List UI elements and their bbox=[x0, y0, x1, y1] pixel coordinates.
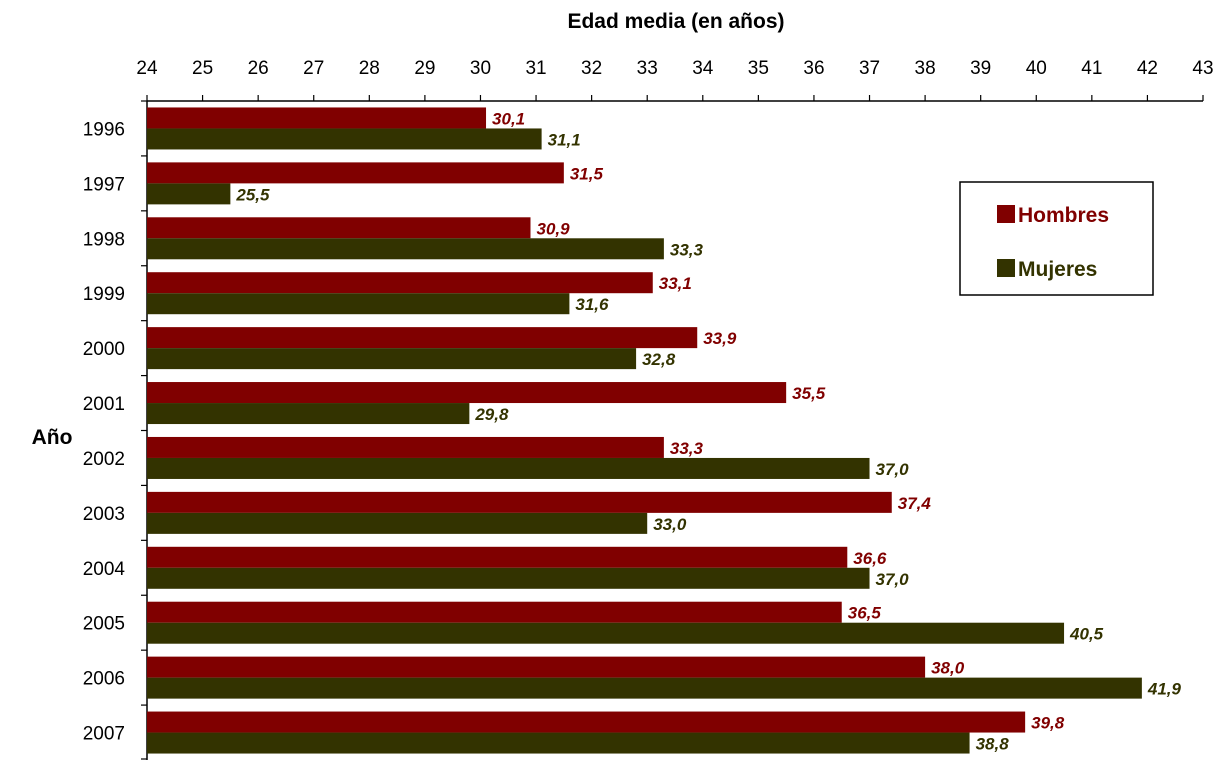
bar-hombres-1997 bbox=[147, 162, 564, 184]
data-label-hombres-2005: 36,5 bbox=[848, 604, 882, 623]
data-label-mujeres-1996: 31,1 bbox=[548, 130, 581, 149]
bar-hombres-2003 bbox=[147, 491, 892, 513]
bars bbox=[147, 107, 1142, 754]
x-tick-label: 43 bbox=[1192, 58, 1213, 79]
legend: Hombres Mujeres bbox=[959, 181, 1154, 296]
bar-mujeres-2000 bbox=[147, 348, 637, 370]
bar-hombres-2004 bbox=[147, 546, 848, 568]
data-label-mujeres-2007: 38,8 bbox=[976, 735, 1010, 754]
y-tick-label: 2005 bbox=[83, 614, 125, 635]
bar-hombres-1996 bbox=[147, 107, 487, 129]
y-tick-label: 1997 bbox=[83, 174, 125, 195]
data-label-hombres-1996: 30,1 bbox=[492, 109, 525, 128]
bar-hombres-2006 bbox=[147, 656, 926, 678]
y-tick-label: 2001 bbox=[83, 394, 125, 415]
data-labels: 30,1 31,1 31,5 25,5 30,9 33,3 33,1 31,6 33,9 32,8… bbox=[235, 109, 1181, 753]
data-label-hombres-2001: 35,5 bbox=[792, 384, 826, 403]
data-label-mujeres-2006: 41,9 bbox=[1147, 680, 1182, 699]
bar-mujeres-1998 bbox=[147, 238, 664, 260]
y-tick-label: 1996 bbox=[83, 119, 125, 140]
x-tick-label: 40 bbox=[1026, 58, 1047, 79]
x-tick-label: 24 bbox=[136, 58, 158, 79]
legend-label-mujeres: Mujeres bbox=[1018, 258, 1097, 281]
data-label-mujeres-2004: 37,0 bbox=[876, 570, 910, 589]
x-tick-label: 30 bbox=[470, 58, 491, 79]
y-tick-label: 2000 bbox=[83, 339, 125, 360]
data-label-hombres-2006: 38,0 bbox=[931, 659, 965, 678]
x-tick-label: 36 bbox=[803, 58, 824, 79]
x-tick-label: 34 bbox=[692, 58, 714, 79]
bar-hombres-2000 bbox=[147, 327, 698, 349]
data-label-hombres-2003: 37,4 bbox=[898, 494, 932, 513]
x-tick-label: 37 bbox=[859, 58, 880, 79]
bar-mujeres-1997 bbox=[147, 183, 231, 205]
bar-mujeres-2003 bbox=[147, 512, 648, 534]
bar-mujeres-2005 bbox=[147, 622, 1065, 644]
data-label-hombres-2004: 36,6 bbox=[853, 549, 887, 568]
y-tick-label: 1998 bbox=[83, 229, 125, 250]
data-label-hombres-1998: 30,9 bbox=[536, 219, 570, 238]
x-tick-label: 35 bbox=[748, 58, 769, 79]
data-label-mujeres-2002: 37,0 bbox=[876, 460, 910, 479]
data-label-mujeres-1997: 25,5 bbox=[235, 185, 270, 204]
x-tick-label: 31 bbox=[525, 58, 546, 79]
y-tick-label: 2002 bbox=[83, 449, 125, 470]
x-tick-label: 26 bbox=[248, 58, 269, 79]
y-tick-label: 2004 bbox=[83, 559, 126, 580]
y-tick-label: 2007 bbox=[83, 724, 125, 745]
bar-mujeres-2002 bbox=[147, 457, 870, 479]
bar-hombres-2002 bbox=[147, 436, 664, 458]
bar-hombres-2007 bbox=[147, 711, 1026, 733]
x-tick-label: 33 bbox=[637, 58, 658, 79]
x-tick-label: 28 bbox=[359, 58, 380, 79]
y-tick-label: 2006 bbox=[83, 669, 125, 690]
data-label-mujeres-2003: 33,0 bbox=[653, 515, 687, 534]
bar-mujeres-2007 bbox=[147, 732, 970, 754]
bar-hombres-1998 bbox=[147, 217, 531, 239]
y-tick-label: 1999 bbox=[83, 284, 125, 305]
data-label-mujeres-2001: 29,8 bbox=[474, 405, 509, 424]
axes: 24 25 26 27 28 29 30 31 32 33 34 35 36 37 38 39 40 41 42 43… bbox=[83, 58, 1214, 760]
data-label-hombres-1997: 31,5 bbox=[570, 164, 604, 183]
legend-swatch-mujeres bbox=[997, 259, 1015, 277]
legend-swatch-hombres bbox=[997, 205, 1015, 223]
bar-mujeres-2006 bbox=[147, 677, 1142, 699]
data-label-hombres-2007: 39,8 bbox=[1031, 714, 1065, 733]
data-label-mujeres-2000: 32,8 bbox=[642, 350, 676, 369]
bar-mujeres-2001 bbox=[147, 403, 470, 425]
x-axis-title: Edad media (en años) bbox=[567, 10, 784, 33]
x-tick-label: 42 bbox=[1137, 58, 1158, 79]
bar-hombres-2001 bbox=[147, 382, 787, 404]
y-axis-title: Año bbox=[32, 426, 73, 449]
data-label-mujeres-1999: 31,6 bbox=[575, 295, 609, 314]
legend-box bbox=[959, 181, 1154, 296]
data-label-hombres-2002: 33,3 bbox=[670, 439, 704, 458]
x-tick-label: 41 bbox=[1081, 58, 1102, 79]
data-label-hombres-2000: 33,9 bbox=[703, 329, 737, 348]
y-tick-label: 2003 bbox=[83, 504, 125, 525]
data-label-mujeres-2005: 40,5 bbox=[1069, 625, 1104, 644]
x-tick-label: 38 bbox=[915, 58, 936, 79]
x-tick-label: 32 bbox=[581, 58, 602, 79]
x-tick-label: 29 bbox=[414, 58, 435, 79]
x-tick-label: 27 bbox=[303, 58, 324, 79]
legend-label-hombres: Hombres bbox=[1018, 204, 1109, 227]
bar-mujeres-1996 bbox=[147, 128, 542, 150]
data-label-hombres-1999: 33,1 bbox=[659, 274, 692, 293]
x-tick-label: 25 bbox=[192, 58, 213, 79]
bar-hombres-1999 bbox=[147, 272, 653, 294]
data-label-mujeres-1998: 33,3 bbox=[670, 240, 704, 259]
bar-mujeres-1999 bbox=[147, 293, 570, 315]
bar-mujeres-2004 bbox=[147, 567, 870, 589]
bar-hombres-2005 bbox=[147, 601, 842, 623]
x-tick-label: 39 bbox=[970, 58, 991, 79]
